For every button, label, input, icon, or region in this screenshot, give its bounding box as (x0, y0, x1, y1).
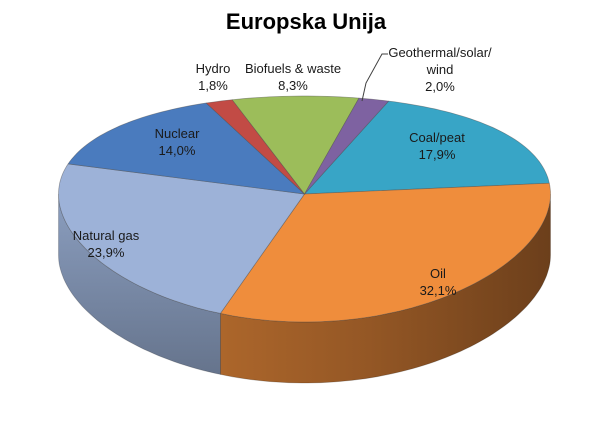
slice-value: 17,9% (418, 147, 456, 162)
slice-value: 2,0% (425, 79, 455, 94)
slice-value: 14,0% (158, 143, 196, 158)
pie-slice-hydro (205, 99, 305, 195)
pie-slice-nuclear (67, 102, 305, 195)
slice-name-line1: Geothermal/solar/ (388, 45, 492, 60)
pie-slice-oil (220, 182, 551, 323)
slice-name: Natural gas (72, 228, 140, 243)
slice-label-biofuels-waste: Biofuels & waste 8,3% (245, 60, 341, 94)
pie-slice-biofuels-waste (231, 95, 360, 195)
pie-slice-natural-gas (58, 163, 305, 314)
slice-label-oil: Oil 32,1% (420, 265, 457, 299)
pie-slice-geothermal-solar-wind (304, 97, 389, 195)
slice-name-line2: wind (426, 62, 454, 77)
slice-value: 1,8% (198, 78, 228, 93)
pie-top-faces (58, 95, 551, 323)
slice-name: Coal/peat (409, 130, 465, 145)
leader-line-geothermal (361, 53, 388, 102)
slice-label-hydro: Hydro 1,8% (196, 60, 231, 94)
slice-label-geothermal-solar-wind: Geothermal/solar/ wind 2,0% (381, 44, 499, 95)
slice-label-nuclear: Nuclear 14,0% (155, 125, 200, 159)
slice-name: Oil (430, 266, 446, 281)
slice-name: Hydro (195, 61, 231, 76)
chart-title: Europska Unija (225, 9, 387, 34)
slice-value: 23,9% (87, 245, 125, 260)
slice-value: 32,1% (419, 283, 457, 298)
slice-label-coal-peat: Coal/peat 17,9% (409, 129, 465, 163)
pie-slice-coal-peat (304, 100, 550, 195)
slice-label-natural-gas: Natural gas 23,9% (73, 227, 139, 261)
slice-value: 8,3% (278, 78, 308, 93)
slice-name: Nuclear (154, 126, 200, 141)
slice-name: Biofuels & waste (244, 61, 342, 76)
